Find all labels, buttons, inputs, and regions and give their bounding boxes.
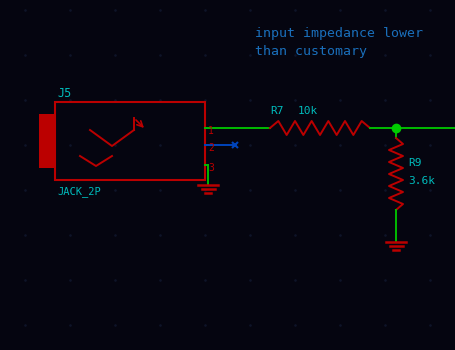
Text: JACK_2P: JACK_2P <box>57 186 101 197</box>
Bar <box>55 102 205 180</box>
Text: input impedance lower
than customary: input impedance lower than customary <box>255 27 423 57</box>
Text: 10k: 10k <box>298 106 318 116</box>
Text: R9: R9 <box>408 158 421 168</box>
Text: 3: 3 <box>208 163 214 173</box>
Text: J5: J5 <box>57 87 71 100</box>
Text: R7: R7 <box>270 106 283 116</box>
Text: 2: 2 <box>208 143 214 153</box>
Text: 3.6k: 3.6k <box>408 176 435 186</box>
Text: 1: 1 <box>208 126 214 136</box>
Bar <box>39 114 55 168</box>
